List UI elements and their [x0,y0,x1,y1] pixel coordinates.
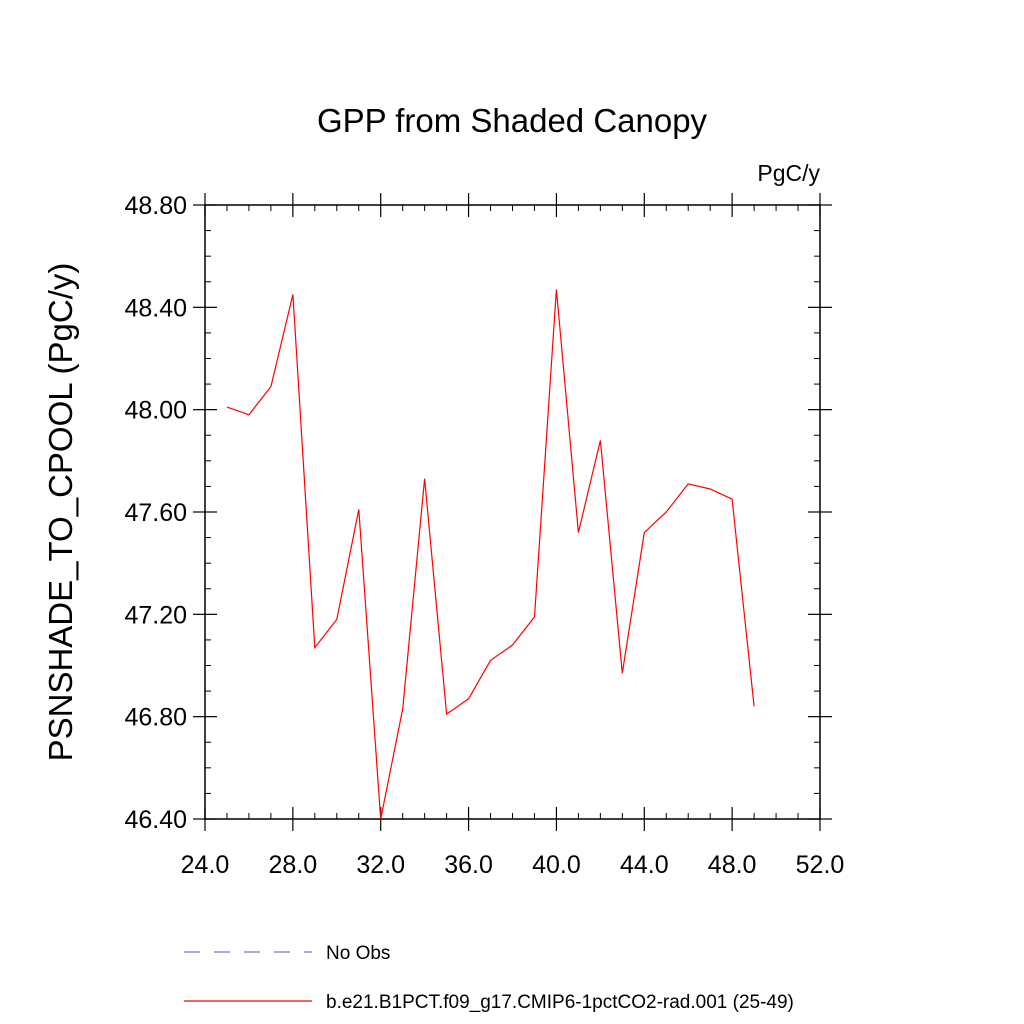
x-tick-label: 40.0 [532,851,581,879]
y-tick-label: 46.40 [124,806,187,834]
legend-label: b.e21.B1PCT.f09_g17.CMIP6-1pctCO2-rad.00… [326,992,794,1013]
series-layer [226,289,755,820]
legend: No Obs b.e21.B1PCT.f09_g17.CMIP6-1pctCO2-… [184,943,794,1013]
x-tick-label: 24.0 [181,851,230,879]
x-tick-label: 48.0 [708,851,757,879]
series-line [226,289,755,820]
x-tick-label: 44.0 [620,851,669,879]
x-axis: 24.0 28.0 32.0 36.0 40.0 44.0 48.0 52.0 [181,193,845,879]
y-tick-label: 47.60 [124,499,187,527]
y-tick-label: 48.40 [124,294,187,322]
x-tick-label: 52.0 [796,851,845,879]
y-tick-label: 47.20 [124,601,187,629]
x-tick-label: 28.0 [269,851,318,879]
plot-frame [204,204,821,820]
y-axis-label: PSNSHADE_TO_CPOOL (PgC/y) [42,263,79,762]
x-tick-label: 32.0 [356,851,405,879]
x-tick-label: 36.0 [444,851,493,879]
y-tick-label: 48.00 [124,397,187,425]
y-tick-label: 46.80 [124,704,187,732]
y-tick-label: 48.80 [124,192,187,220]
legend-label: No Obs [326,943,390,964]
chart-title: GPP from Shaded Canopy [317,102,708,139]
units-label: PgC/y [757,160,820,186]
y-axis: 46.40 46.80 47.20 47.60 48.00 48.40 48.80 [124,192,832,834]
